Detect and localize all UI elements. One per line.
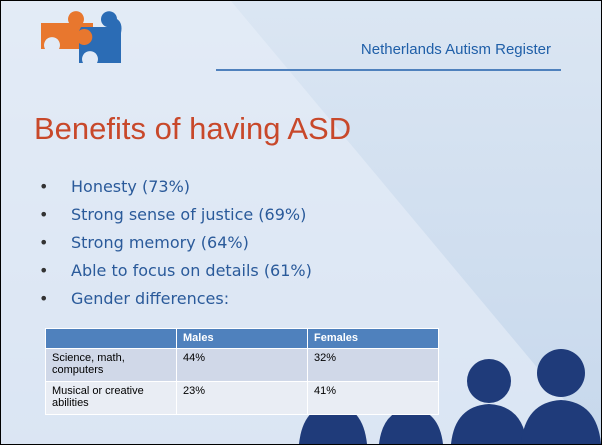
header-cell [46,329,177,349]
table-cell: 23% [177,382,308,415]
bullet: Strong sense of justice (69%) [31,201,312,229]
slide: Netherlands Autism Register Benefits of … [0,0,602,445]
header-cell: Females [308,329,439,349]
bullet: Able to focus on details (61%) [31,257,312,285]
table-cell: Science, math, computers [46,349,177,382]
slide-title: Benefits of having ASD [34,111,351,147]
table-cell: 44% [177,349,308,382]
bullet-list: Honesty (73%)Strong sense of justice (69… [31,173,312,313]
bullet: Honesty (73%) [31,173,312,201]
bullet: Strong memory (64%) [31,229,312,257]
header-cell: Males [177,329,308,349]
table-cell: Musical or creative abilities [46,382,177,415]
page: Netherlands Autism Register Benefits of … [0,0,602,445]
bullet: Gender differences: [31,285,312,313]
header-title: Netherlands Autism Register [231,41,551,58]
table-cell: 32% [308,349,439,382]
header-rule [216,69,561,71]
table-cell: 41% [308,382,439,415]
